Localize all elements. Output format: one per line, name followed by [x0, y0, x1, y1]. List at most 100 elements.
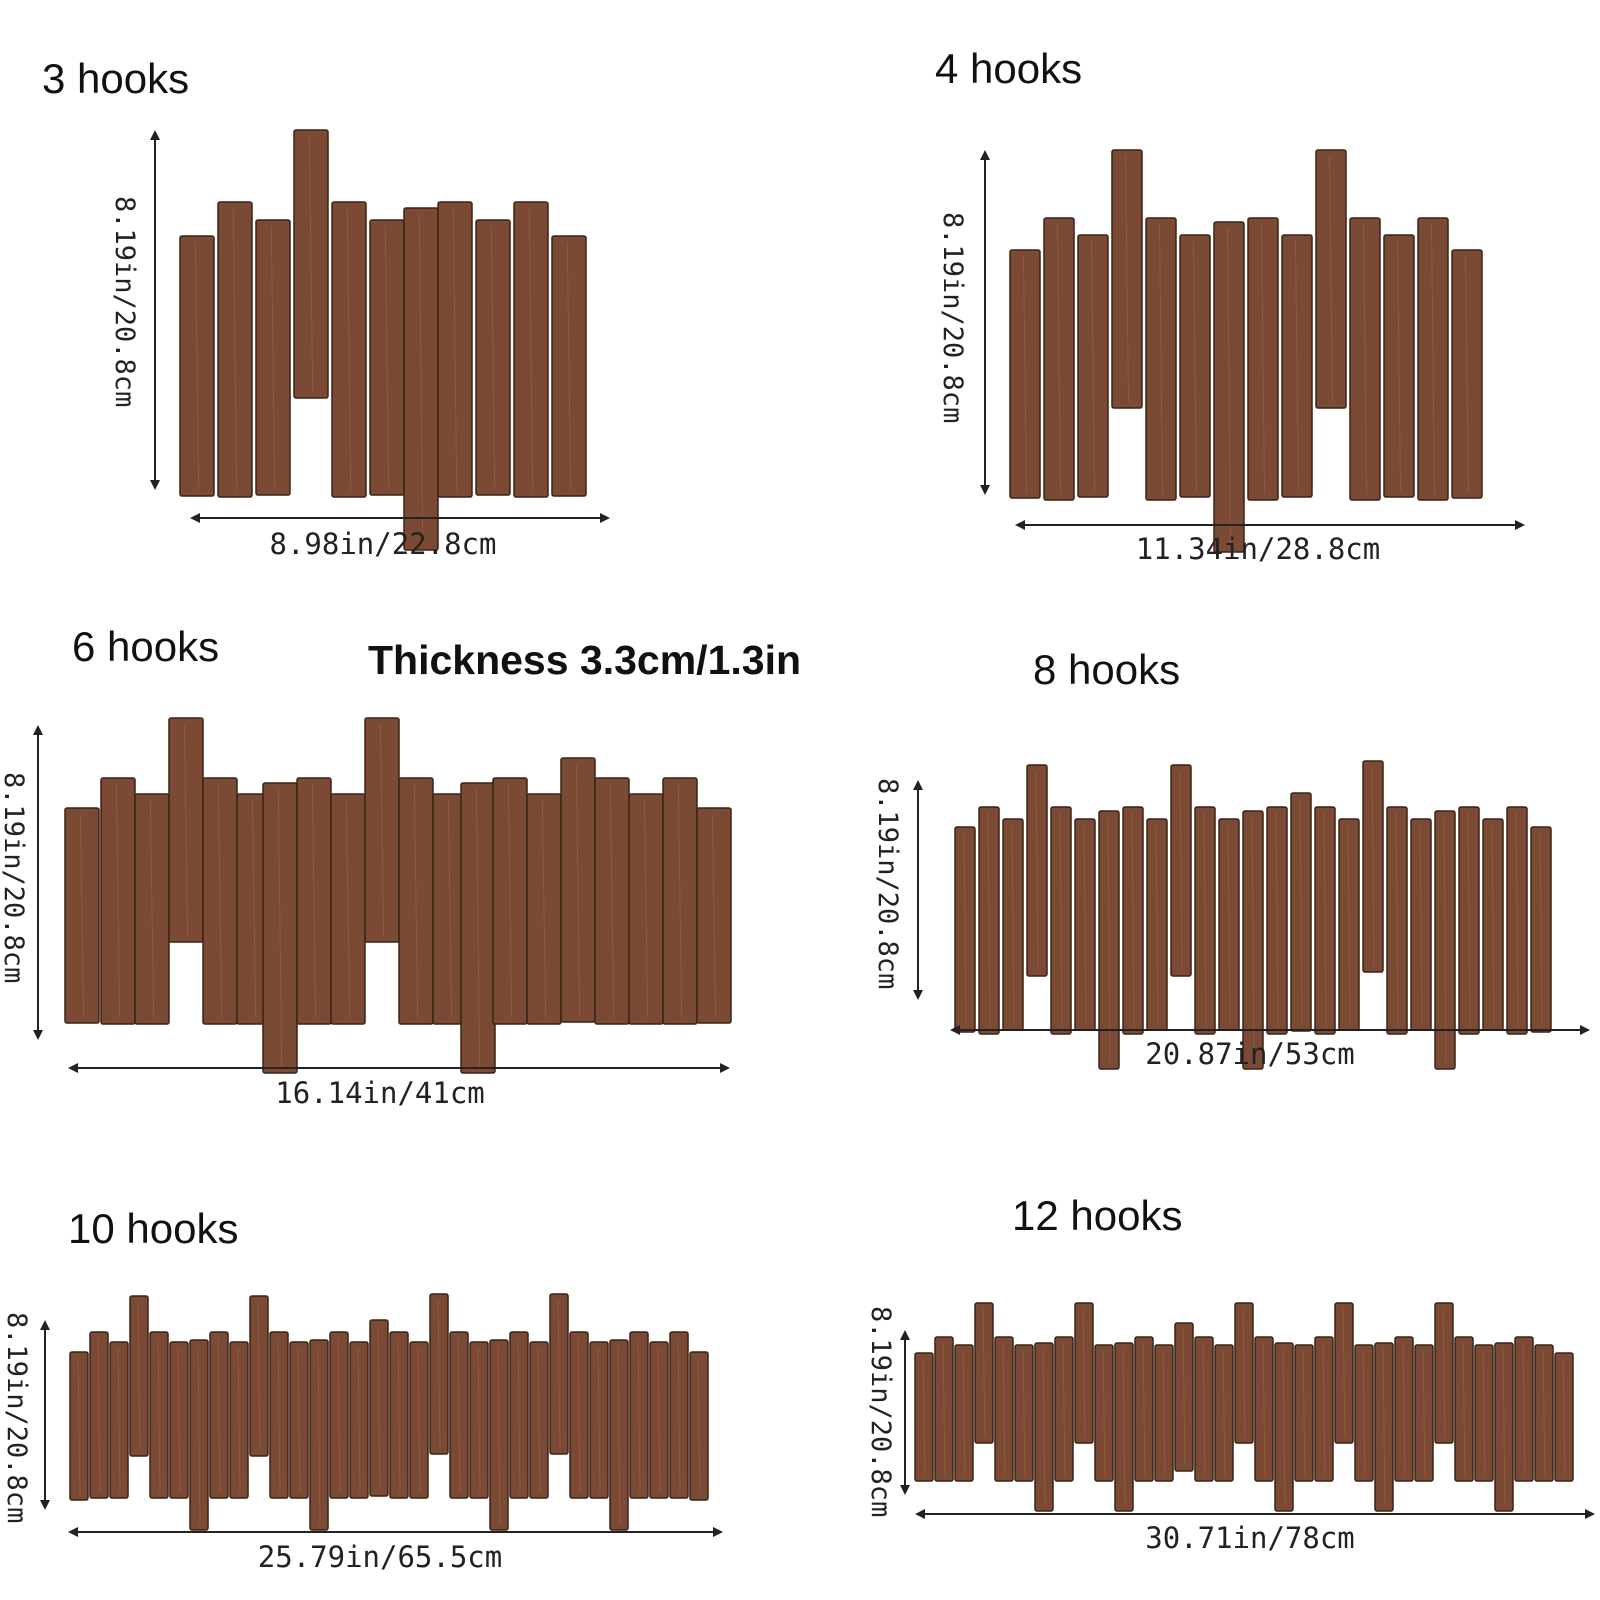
product-title-8-hooks: 8 hooks: [1033, 646, 1181, 693]
wood-grain: [1262, 1342, 1266, 1476]
wood-grain: [1222, 1350, 1226, 1476]
wood-grain: [1059, 812, 1063, 1029]
wood-grain: [597, 1347, 601, 1493]
wood-grain: [1542, 1350, 1546, 1476]
wood-grain: [1179, 770, 1183, 971]
wood-grain: [507, 783, 513, 1019]
wood-grain: [1295, 240, 1299, 492]
wood-grain: [1203, 812, 1207, 1029]
wood-grain: [297, 1347, 301, 1493]
wood-grain: [1302, 1350, 1306, 1476]
wood-grain: [1467, 812, 1471, 1029]
wood-grain: [1442, 1308, 1446, 1438]
wood-grain: [1082, 1308, 1086, 1438]
wood-grain: [1482, 1350, 1486, 1476]
wood-grain: [566, 241, 572, 491]
wood-grain: [1443, 816, 1447, 1064]
height-arrow: [33, 725, 43, 1040]
wood-grain: [609, 783, 615, 1019]
wood-grain: [528, 207, 534, 492]
wood-grain: [217, 783, 223, 1019]
wood-grain: [1275, 812, 1279, 1029]
wood-grain: [1062, 1342, 1066, 1476]
wood-grain: [677, 783, 683, 1019]
height-arrow: [980, 150, 990, 495]
wood-grain: [962, 1350, 966, 1476]
wood-grain: [942, 1342, 946, 1476]
wood-grain: [1382, 1348, 1386, 1506]
wood-grain: [1329, 155, 1333, 403]
wood-grain: [149, 799, 155, 1019]
wood-grain: [1251, 816, 1255, 1064]
wood-grain: [1227, 824, 1231, 1025]
wood-grain: [1042, 1348, 1046, 1506]
wood-grain: [1347, 824, 1351, 1025]
wood-grain: [677, 1337, 681, 1493]
wood-grain: [1125, 155, 1129, 403]
wood-grain: [197, 1345, 201, 1525]
wood-grain: [475, 788, 481, 1068]
product-title-10-hooks: 10 hooks: [68, 1205, 239, 1252]
product-title-6-hooks: 6 hooks: [72, 623, 220, 670]
coat-rack-8-hooks: [954, 760, 1552, 1070]
product-title-4-hooks: 4 hooks: [935, 45, 1083, 92]
wood-grain: [697, 1357, 701, 1495]
wood-grain: [517, 1337, 521, 1493]
wood-grain: [217, 1337, 221, 1493]
wood-grain: [1202, 1342, 1206, 1476]
wood-grain: [447, 799, 453, 1019]
wood-grain: [1227, 227, 1231, 547]
wood-grain: [1299, 798, 1303, 1026]
wood-grain: [1261, 223, 1265, 495]
wood-grain: [657, 1347, 661, 1493]
wood-grain: [1282, 1348, 1286, 1506]
coat-rack-3-hooks: [179, 129, 587, 551]
wood-grain: [417, 1347, 421, 1493]
wood-grain: [1362, 1350, 1366, 1476]
wood-grain: [1102, 1350, 1106, 1476]
wood-grain: [1193, 240, 1197, 492]
wood-grain: [1402, 1342, 1406, 1476]
wood-grain: [1159, 223, 1163, 495]
wood-grain: [418, 213, 424, 545]
wood-grain: [1342, 1308, 1346, 1438]
wood-grain: [1107, 816, 1111, 1064]
wood-grain: [1022, 1350, 1026, 1476]
wood-grain: [1011, 824, 1015, 1025]
wood-grain: [157, 1337, 161, 1493]
wood-grain: [577, 1337, 581, 1493]
wood-grain: [1091, 240, 1095, 492]
wood-grain: [194, 241, 200, 491]
width-arrow: [68, 1063, 730, 1073]
wood-grain: [1491, 824, 1495, 1025]
height-label: 8.19in/20.8cm: [1, 1312, 32, 1524]
coat-rack-6-hooks: [64, 717, 732, 1074]
wood-grain: [1395, 812, 1399, 1029]
wood-grain: [1083, 824, 1087, 1025]
wood-grain: [397, 1337, 401, 1493]
wood-grain: [79, 813, 85, 1018]
wood-grain: [1182, 1328, 1186, 1466]
wood-grain: [1397, 240, 1401, 492]
wood-grain: [270, 225, 276, 490]
wood-grain: [1155, 824, 1159, 1025]
wood-grain: [357, 1347, 361, 1493]
height-label: 8.19in/20.8cm: [872, 778, 903, 990]
wood-grain: [1131, 812, 1135, 1029]
width-arrow: [68, 1527, 723, 1537]
wood-grain: [1323, 812, 1327, 1029]
wood-grain: [337, 1337, 341, 1493]
wood-grain: [237, 1347, 241, 1493]
wood-grain: [541, 799, 547, 1019]
product-title-3-hooks: 3 hooks: [42, 55, 190, 102]
height-arrow: [913, 780, 923, 1000]
wood-grain: [1465, 255, 1469, 493]
wood-grain: [922, 1358, 926, 1476]
height-label: 8.19in/20.8cm: [109, 196, 140, 408]
wood-grain: [308, 135, 314, 393]
wood-grain: [617, 1345, 621, 1525]
wood-grain: [1363, 223, 1367, 495]
wood-grain: [1122, 1348, 1126, 1506]
coat-rack-4-hooks: [1009, 149, 1483, 553]
wood-grain: [1162, 1350, 1166, 1476]
